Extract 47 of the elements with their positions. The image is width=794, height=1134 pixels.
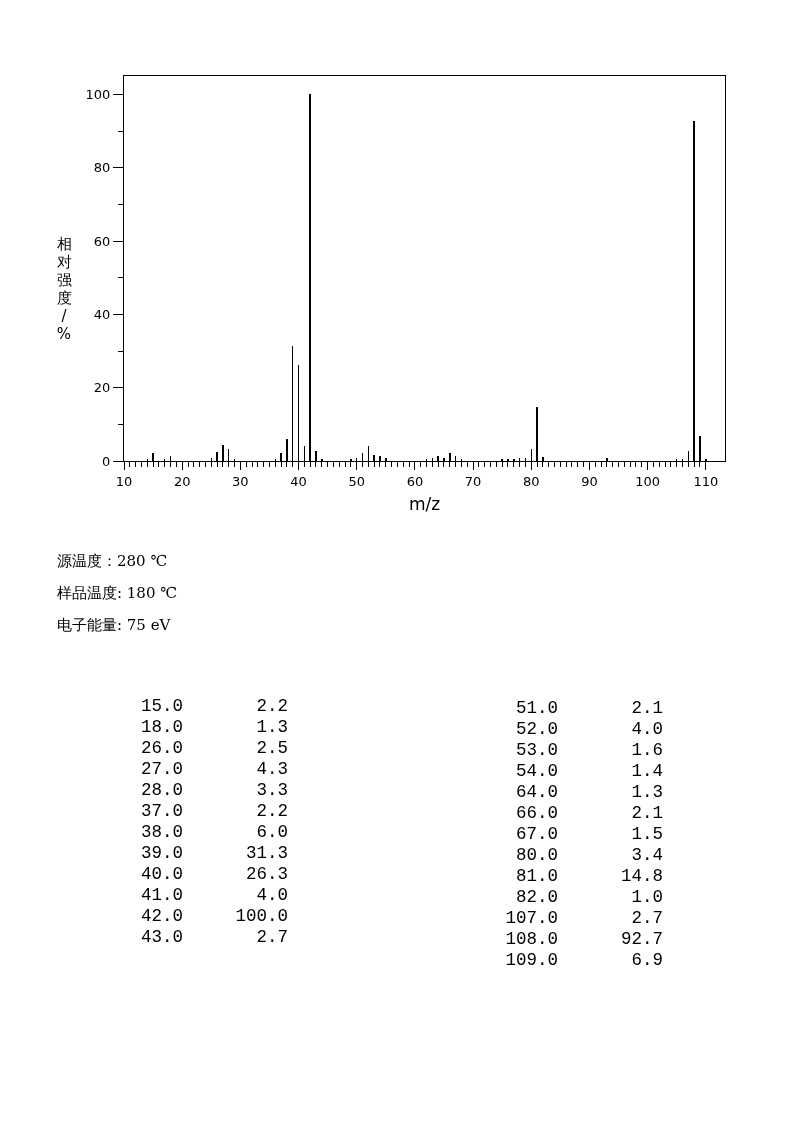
text: 51.0 2.1 [514, 698, 663, 719]
text: 54.0 1.4 [514, 761, 663, 782]
text: 28.0 3.3 [140, 780, 288, 801]
text: 38.0 6.0 [140, 822, 288, 843]
x-tick-label: 30 [232, 473, 249, 489]
text: 80.0 3.4 [514, 845, 663, 866]
text: 27.0 4.3 [140, 759, 288, 780]
text: 样品温度: 180 ℃ [57, 583, 177, 603]
text: 67.0 1.5 [514, 824, 663, 845]
x-axis-title: m/z [408, 494, 441, 514]
x-tick-label: 110 [693, 473, 719, 489]
text: 37.0 2.2 [140, 801, 288, 822]
x-tick-label: 10 [115, 473, 133, 489]
x-tick-label: 90 [581, 473, 598, 489]
text: 66.0 2.1 [514, 803, 663, 824]
text: 53.0 1.6 [514, 740, 663, 761]
text: 42.0 100.0 [140, 906, 288, 927]
text: 107.0 2.7 [505, 908, 663, 929]
text: 源温度：280 ℃ [57, 551, 168, 571]
x-tick-label: 70 [464, 473, 482, 489]
x-tick-label: 50 [348, 473, 365, 489]
y-tick-label: 20 [93, 380, 111, 396]
x-tick-label: 40 [290, 473, 307, 489]
text: 43.0 2.7 [140, 927, 288, 948]
y-tick-label: 80 [93, 160, 111, 176]
y-tick-label: 60 [93, 233, 111, 249]
x-tick-label: 100 [635, 473, 661, 489]
y-tick-label: 0 [102, 453, 111, 469]
text: 电子能量: 75 eV [57, 615, 171, 635]
text: 52.0 4.0 [514, 719, 663, 740]
text: 81.0 14.8 [514, 866, 663, 887]
text: 18.0 1.3 [140, 717, 288, 738]
x-tick-label: 60 [406, 473, 424, 489]
text: 39.0 31.3 [140, 843, 288, 864]
text: 41.0 4.0 [140, 885, 288, 906]
x-tick-label: 20 [173, 473, 191, 489]
text: 40.0 26.3 [140, 864, 288, 885]
x-tick-label: 80 [522, 473, 540, 489]
text: 64.0 1.3 [514, 782, 663, 803]
y-axis-title: 相对强度/% [55, 235, 73, 343]
text: 26.0 2.5 [140, 738, 288, 759]
text: 15.0 2.2 [140, 696, 288, 717]
y-tick-label: 100 [85, 86, 111, 102]
text: 109.0 6.9 [505, 950, 663, 971]
text: 82.0 1.0 [514, 887, 663, 908]
y-tick-label: 40 [93, 306, 111, 322]
text: 108.0 92.7 [505, 929, 663, 950]
